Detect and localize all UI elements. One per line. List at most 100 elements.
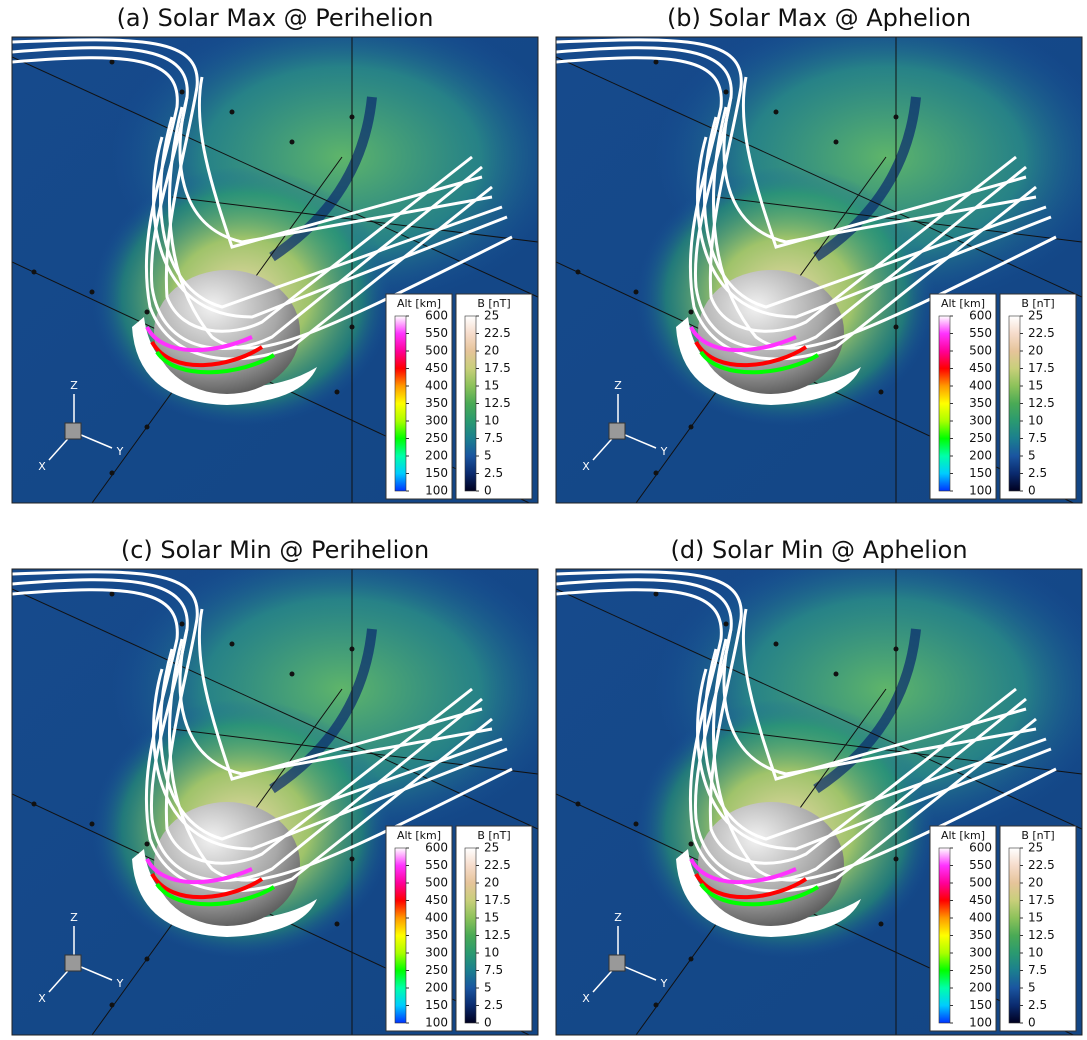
colorbar-tick-label: 17.5	[1028, 893, 1055, 907]
grid-dot	[144, 309, 150, 315]
field-line	[159, 648, 503, 841]
colorbar-tick-label: 10	[484, 946, 499, 960]
colorbar-tick-label: 0	[484, 1016, 492, 1030]
colorbar-tick-label: 25	[484, 309, 499, 323]
colorbar-tick-label: 600	[969, 309, 992, 323]
altitude-trace	[150, 340, 264, 368]
colorbar-tick-label: 20	[1028, 344, 1043, 358]
colorbar-tick-label: 7.5	[484, 431, 503, 445]
colorbar-tick-label: 450	[969, 361, 992, 375]
colorbar-tick-label: 12.5	[484, 396, 511, 410]
panel-frame	[555, 568, 1083, 1036]
altitude-trace	[699, 350, 820, 375]
triad-cube	[608, 954, 626, 972]
colorbar-tick-label: 10	[484, 414, 499, 428]
grid-dot	[349, 856, 355, 862]
panel-title: (b) Solar Max @ Aphelion	[667, 4, 971, 32]
grid-dot	[653, 59, 659, 65]
colorbar-tick-label: 500	[969, 876, 992, 890]
panel-image: Z Y X	[556, 37, 1082, 503]
colorbar-tick-label: 22.5	[484, 326, 511, 340]
colorbar-tick-label: 15	[1028, 911, 1043, 925]
colorbar-tick-label: 10	[1028, 414, 1043, 428]
grid-dot	[334, 389, 340, 395]
grid-dot	[289, 671, 295, 677]
colorbar-tick-label: 5	[1028, 449, 1036, 463]
triad-label: Y	[660, 977, 668, 990]
grid-line	[715, 196, 1082, 243]
colorbar-label: Alt [km]	[397, 297, 441, 310]
colorbar-tick-label: 500	[425, 344, 448, 358]
grid-dot	[349, 114, 355, 120]
grid-line	[171, 196, 538, 243]
colorbar-label: B [nT]	[1021, 829, 1054, 842]
colorbar: B [nT]25 22.5 20 17.5 15 12.5 10 7.5 5 2.5 0	[999, 825, 1077, 1032]
grid-dot	[688, 424, 694, 430]
colorbar-tick-label: 20	[484, 876, 499, 890]
colorbar-tick-label: 5	[484, 981, 492, 995]
triad-label: Y	[116, 977, 124, 990]
grid-dot	[893, 856, 899, 862]
colorbar-tick-label: 600	[425, 841, 448, 855]
grid-line	[556, 56, 1082, 298]
colorbar-tick-label: 500	[969, 344, 992, 358]
colorbar-tick-label: 350	[425, 928, 448, 942]
triad-label: Z	[70, 911, 78, 924]
grid-dot	[349, 324, 355, 330]
colorbar-gradient	[1008, 315, 1021, 492]
colorbar-tick-label: 0	[1028, 1016, 1036, 1030]
colorbar-tick-label: 150	[969, 466, 992, 480]
grid-dot	[893, 646, 899, 652]
grid-dot	[289, 139, 295, 145]
panel-title: (a) Solar Max @ Perihelion	[117, 4, 434, 32]
colorbar-gradient	[938, 315, 951, 492]
colorbar-tick-label: 100	[425, 484, 448, 498]
grid-dot	[773, 641, 779, 647]
field-line	[696, 136, 1052, 319]
colorbar-tick-label: 5	[484, 449, 492, 463]
field-line	[703, 116, 1047, 309]
grid-dot	[893, 324, 899, 330]
colorbar-tick-label: 5	[1028, 981, 1036, 995]
colorbar-tick-label: 200	[969, 981, 992, 995]
colorbar-tick-label: 12.5	[1028, 396, 1055, 410]
colorbar-label: Alt [km]	[941, 829, 985, 842]
triad-label: X	[582, 992, 590, 1005]
triad-label: X	[38, 460, 46, 473]
grid-dot	[688, 309, 694, 315]
field-line	[12, 46, 483, 350]
triad-label: Z	[70, 379, 78, 392]
panel-title: (c) Solar Min @ Perihelion	[121, 536, 429, 564]
grid-dot	[144, 841, 150, 847]
colorbar: B [nT]25 22.5 20 17.5 15 12.5 10 7.5 5 2.5 0	[455, 825, 533, 1032]
colorbar-tick-label: 300	[969, 946, 992, 960]
colorbar-tick-label: 100	[969, 1016, 992, 1030]
colorbar-tick-label: 500	[425, 876, 448, 890]
grid-dot	[229, 641, 235, 647]
colorbar-gradient	[394, 315, 407, 492]
grid-dot	[31, 801, 37, 807]
colorbar-tick-label: 550	[969, 326, 992, 340]
colorbar-tick-label: 550	[969, 858, 992, 872]
grid-dot	[109, 470, 115, 476]
colorbar-tick-label: 12.5	[484, 928, 511, 942]
altitude-trace	[145, 325, 253, 353]
grid-line	[171, 728, 538, 775]
grid-dot	[575, 801, 581, 807]
grid-dot	[723, 89, 729, 95]
triad-label: X	[38, 992, 46, 1005]
axis-triad: Z Y X	[38, 379, 123, 473]
field-line	[556, 578, 1027, 882]
triad-label: Y	[116, 445, 124, 458]
colorbar-tick-label: 100	[969, 484, 992, 498]
colorbar-tick-label: 25	[484, 841, 499, 855]
colorbar-tick-label: 17.5	[484, 361, 511, 375]
grid-dot	[179, 89, 185, 95]
colorbar-tick-label: 250	[969, 431, 992, 445]
altitude-trace	[694, 340, 808, 368]
colorbar-tick-label: 300	[425, 414, 448, 428]
grid-dot	[349, 646, 355, 652]
grid-dot	[334, 921, 340, 927]
grid-dot	[878, 389, 884, 395]
